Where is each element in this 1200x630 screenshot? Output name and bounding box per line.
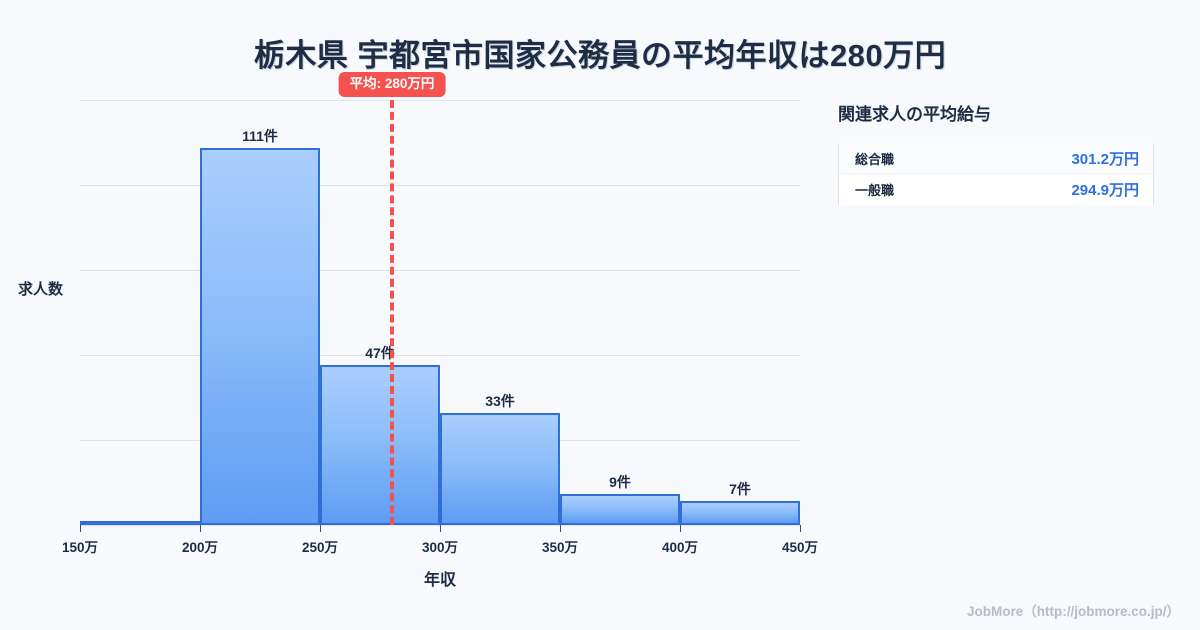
bar-value-label: 7件 xyxy=(729,481,751,498)
panel-heading: 関連求人の平均給与 xyxy=(838,105,991,124)
bar[interactable] xyxy=(440,412,560,525)
bar[interactable] xyxy=(200,147,320,525)
gridline xyxy=(80,355,800,356)
bar[interactable] xyxy=(560,494,680,525)
average-badge: 平均: 280万円 xyxy=(338,72,446,97)
gridline xyxy=(80,100,800,101)
x-axis-tick-label: 300万 xyxy=(421,540,459,555)
footer-credit: JobMore（http://jobmore.co.jp/） xyxy=(967,604,1180,619)
x-axis-tick-label: 200万 xyxy=(181,540,219,555)
salary-row-value: 301.2万円 xyxy=(1071,150,1139,168)
salary-table: 総合職 301.2万円一般職 294.9万円 xyxy=(838,143,1154,205)
x-axis-label: 年収 xyxy=(423,572,456,589)
bar-value-label: 9件 xyxy=(609,474,631,491)
average-line xyxy=(390,100,394,525)
bar[interactable] xyxy=(680,501,800,525)
x-axis-tick-label: 150万 xyxy=(61,540,99,555)
related-salary-panel: 関連求人の平均給与 総合職 301.2万円一般職 294.9万円 xyxy=(838,100,1168,205)
x-axis-tick xyxy=(800,525,801,532)
x-axis-tick xyxy=(440,525,441,532)
x-axis-tick xyxy=(80,525,81,532)
x-axis-tick-label: 400万 xyxy=(661,540,699,555)
bar-value-label: 33件 xyxy=(485,392,515,409)
bar-value-label: 47件 xyxy=(365,345,395,362)
x-axis-tick xyxy=(560,525,561,532)
page-title: 栃木県 宇都宮市国家公務員の平均年収は280万円 xyxy=(253,38,947,73)
gridline xyxy=(80,185,800,186)
x-axis-tick-label: 250万 xyxy=(301,540,339,555)
x-axis-tick-label: 350万 xyxy=(541,540,579,555)
salary-row: 一般職 294.9万円 xyxy=(839,174,1153,205)
x-axis-tick xyxy=(320,525,321,532)
chart-area: 求人数 年収 111件 47件 33件 9件 7件 150万 200万 250万 300万 350… xyxy=(0,72,830,589)
plot-region: 111件 47件 33件 9件 7件 150万 200万 250万 300万 350万 400万 45… xyxy=(62,72,818,555)
y-axis-label: 求人数 xyxy=(18,281,64,298)
x-axis-tick-label: 450万 xyxy=(781,540,819,555)
salary-row: 総合職 301.2万円 xyxy=(839,143,1153,174)
salary-row-value: 294.9万円 xyxy=(1071,182,1139,199)
bar-value-label: 111件 xyxy=(242,127,278,144)
salary-row-label: 総合職 xyxy=(855,151,895,167)
salary-row-label: 一般職 xyxy=(855,183,895,198)
x-axis-tick xyxy=(200,525,201,532)
bar[interactable] xyxy=(320,365,440,525)
gridline xyxy=(80,270,800,271)
x-axis-tick xyxy=(680,525,681,532)
bar[interactable] xyxy=(80,521,200,525)
